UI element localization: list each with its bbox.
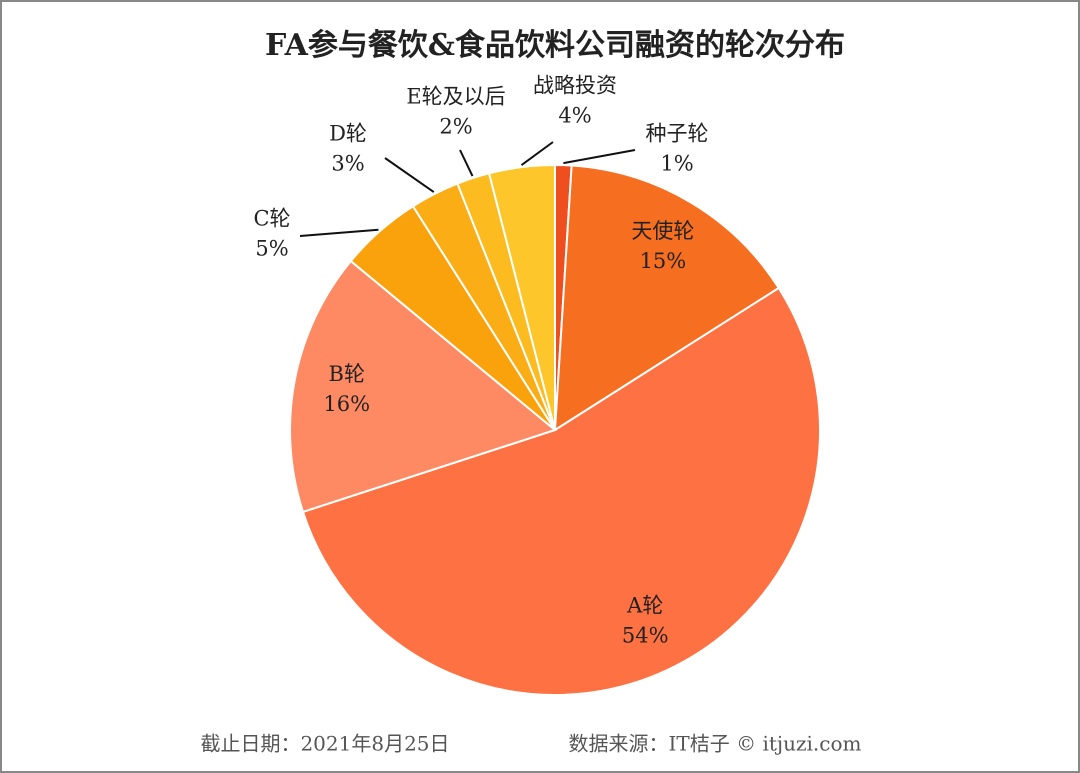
value-label: 3% — [331, 152, 364, 176]
leader-line — [459, 149, 474, 177]
category-label: 种子轮 — [646, 122, 709, 146]
source: 数据来源：IT桔子 © itjuzi.com — [569, 732, 862, 756]
leader-line — [520, 141, 554, 166]
leader-line — [299, 228, 379, 237]
leader-line — [563, 149, 636, 165]
value-label: 15% — [640, 249, 687, 273]
category-label: C轮 — [253, 207, 290, 231]
category-label: 战略投资 — [533, 74, 617, 98]
value-label: 2% — [439, 115, 472, 139]
category-label: 天使轮 — [631, 219, 694, 243]
category-label: A轮 — [626, 593, 663, 617]
date-note: 截止日期：2021年8月25日 — [200, 732, 449, 756]
category-label: B轮 — [329, 362, 365, 386]
pie-slice — [289, 259, 558, 514]
value-label: 16% — [323, 392, 370, 416]
value-label: 1% — [660, 152, 693, 176]
pie-slice — [301, 286, 821, 696]
value-label: 54% — [622, 623, 669, 647]
pie-slice — [553, 164, 781, 432]
pie-slice — [487, 163, 556, 431]
value-label: 5% — [255, 237, 288, 261]
leader-line — [384, 157, 435, 193]
category-label: D轮 — [329, 122, 367, 146]
chart-title: FA参与餐饮&食品饮料公司融资的轮次分布 — [265, 28, 845, 63]
category-label: E轮及以后 — [406, 85, 505, 109]
value-label: 4% — [558, 104, 591, 128]
